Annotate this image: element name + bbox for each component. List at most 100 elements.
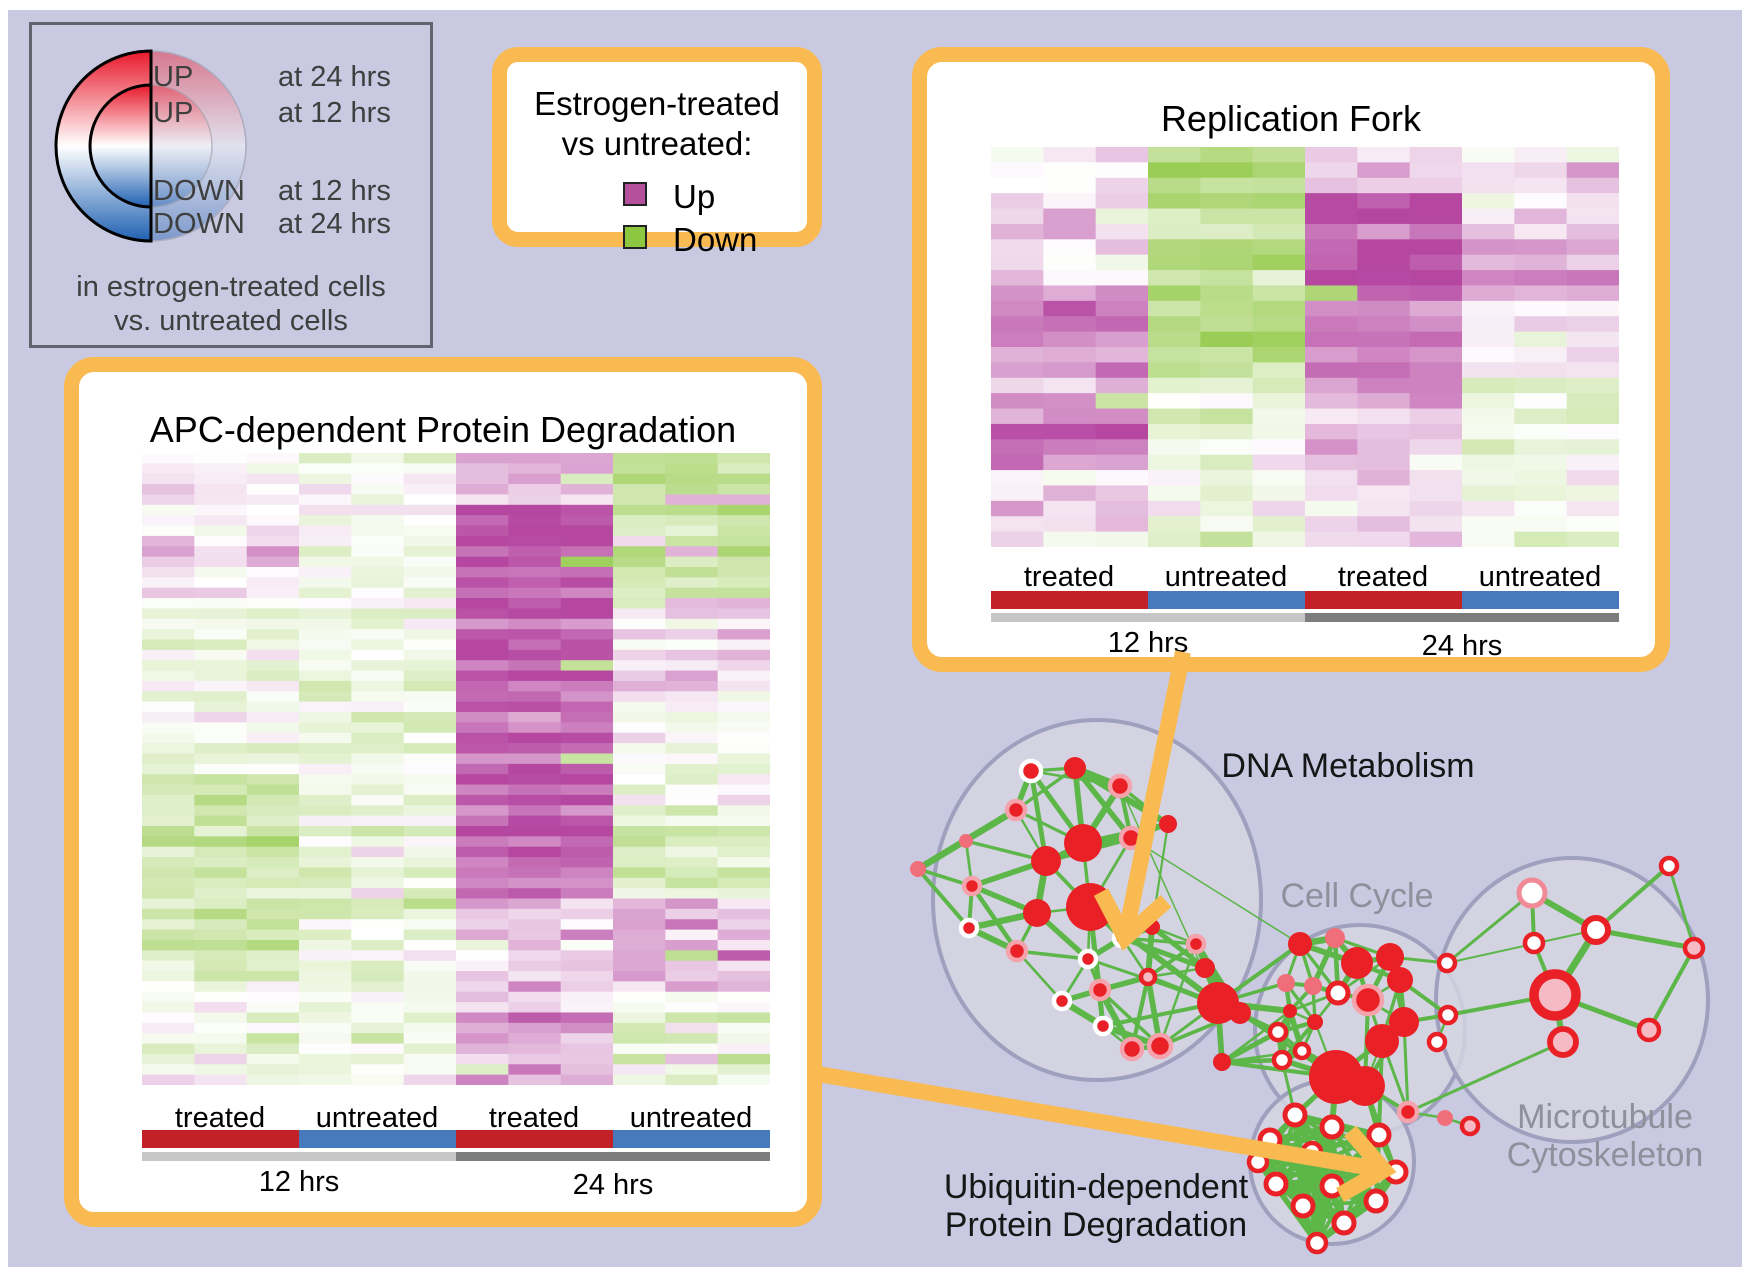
network-node xyxy=(1051,990,1073,1012)
network-node xyxy=(1077,948,1099,970)
microtubule-label: Microtubule Cytoskeleton xyxy=(1506,1098,1704,1174)
diff-down24-time: at 24 hrs xyxy=(278,208,391,240)
network-node xyxy=(1351,983,1385,1017)
network-node xyxy=(1159,815,1177,833)
network-node xyxy=(1004,798,1028,822)
network-node xyxy=(958,917,980,939)
diff-up24-time: at 24 hrs xyxy=(278,61,391,93)
network-node xyxy=(1292,1041,1312,1061)
diff-down24-label: DOWN xyxy=(153,208,245,240)
network-node xyxy=(1092,1015,1114,1037)
network-node xyxy=(1267,1021,1289,1043)
replication-fork-heatmap xyxy=(991,147,1619,547)
network-node xyxy=(1064,757,1086,779)
network-node xyxy=(1305,1231,1329,1255)
network-node xyxy=(1341,947,1373,979)
network-node xyxy=(1229,1002,1251,1024)
replication-fork-title: Replication Fork xyxy=(1160,98,1422,139)
network-node xyxy=(1088,978,1112,1002)
arrows xyxy=(816,650,1397,1202)
rf-group-label-1: untreated xyxy=(1164,561,1288,593)
network-nodes xyxy=(910,757,1706,1255)
ubiquitin-label: Ubiquitin-dependent Protein Degradation xyxy=(943,1168,1249,1244)
network-node xyxy=(1263,1171,1289,1197)
diff-down12-time: at 12 hrs xyxy=(278,175,391,207)
network-node xyxy=(1658,855,1680,877)
apc-group-label-0: treated xyxy=(174,1102,266,1134)
network-node xyxy=(961,875,983,897)
diff-caption-line2: vs. untreated cells xyxy=(114,305,348,337)
network-node xyxy=(1307,1014,1323,1030)
network-node xyxy=(1387,967,1413,993)
arrow-rf-to-dna-head xyxy=(1093,888,1172,951)
network-node xyxy=(1365,1024,1399,1058)
diff-up12-label: UP xyxy=(153,97,194,129)
network-node xyxy=(1325,928,1345,948)
network-node xyxy=(1459,1115,1481,1137)
network-node xyxy=(1282,1102,1308,1128)
arrow-rf-to-dna xyxy=(1117,650,1191,940)
network-node xyxy=(1436,952,1458,974)
apc-time-label-0: 12 hrs xyxy=(258,1166,340,1198)
apc-degradation-panel: APC-dependent Protein Degradation treate… xyxy=(64,357,822,1227)
diff-down12-label: DOWN xyxy=(153,175,245,207)
network-node xyxy=(1107,773,1133,799)
dna-metabolism-label: DNA Metabolism xyxy=(1221,747,1475,785)
network-node xyxy=(1023,899,1051,927)
apc-degradation-title: APC-dependent Protein Degradation xyxy=(149,409,737,450)
network-node xyxy=(1288,932,1312,956)
network-node xyxy=(910,861,926,877)
network-node xyxy=(1064,824,1102,862)
network-node xyxy=(1547,1026,1579,1058)
network-node xyxy=(1516,877,1548,909)
arrow-apc-to-ubiquitin-head xyxy=(1336,1125,1397,1202)
arrow-apc-to-ubiquitin xyxy=(816,1066,1386,1178)
network-node xyxy=(1376,943,1404,971)
network-node xyxy=(1529,969,1581,1021)
diff-legend-box: UP at 24 hrs UP at 12 hrs DOWN at 12 hrs… xyxy=(29,22,433,348)
network-node xyxy=(1325,980,1351,1006)
network-node xyxy=(1363,1188,1389,1214)
network-node xyxy=(1138,967,1158,987)
network-node xyxy=(1331,1210,1357,1236)
network-node xyxy=(1437,1004,1459,1026)
diff-caption-line1: in estrogen-treated cells xyxy=(76,271,386,303)
network-node xyxy=(1345,1066,1385,1106)
diff-up24-label: UP xyxy=(153,61,194,93)
network-node xyxy=(1005,939,1029,963)
network-node xyxy=(1366,1122,1392,1148)
diff-legend-circles xyxy=(54,49,247,243)
network-node xyxy=(1146,1032,1174,1060)
diff-up12-time: at 12 hrs xyxy=(278,97,391,129)
estrogen-legend-box: Estrogen-treated vs untreated: Up Down xyxy=(492,47,822,256)
network-node xyxy=(1197,982,1239,1024)
network-node xyxy=(1277,974,1295,992)
cell-cycle-label: Cell Cycle xyxy=(1280,877,1434,915)
estrogen-legend-title: Estrogen-treated vs untreated: xyxy=(534,85,780,162)
rf-group-label-0: treated xyxy=(1023,561,1115,593)
network-node xyxy=(1426,1031,1448,1053)
rf-group-label-2: treated xyxy=(1337,561,1429,593)
network-node xyxy=(1396,1100,1420,1124)
network-node xyxy=(1682,936,1706,960)
network-node xyxy=(1389,1007,1419,1037)
replication-fork-panel: Replication Fork treated untreated treat… xyxy=(912,47,1670,672)
apc-group-label-1: untreated xyxy=(315,1102,439,1134)
apc-condition-bars xyxy=(142,1130,770,1161)
network-node xyxy=(1271,1049,1293,1071)
apc-time-label-1: 24 hrs xyxy=(572,1169,654,1201)
network-node xyxy=(1437,1110,1453,1126)
apc-heatmap xyxy=(142,453,770,1085)
network-node xyxy=(1283,1004,1297,1018)
network-node xyxy=(1018,758,1044,784)
network-node xyxy=(1581,915,1611,945)
network-node xyxy=(1290,1193,1316,1219)
network-node xyxy=(1031,846,1061,876)
apc-group-label-2: treated xyxy=(488,1102,580,1134)
up-color-swatch xyxy=(623,182,647,206)
network-node xyxy=(1185,933,1207,955)
down-color-swatch xyxy=(623,225,647,249)
network-node xyxy=(1213,1053,1231,1071)
network-node xyxy=(1319,1114,1345,1140)
